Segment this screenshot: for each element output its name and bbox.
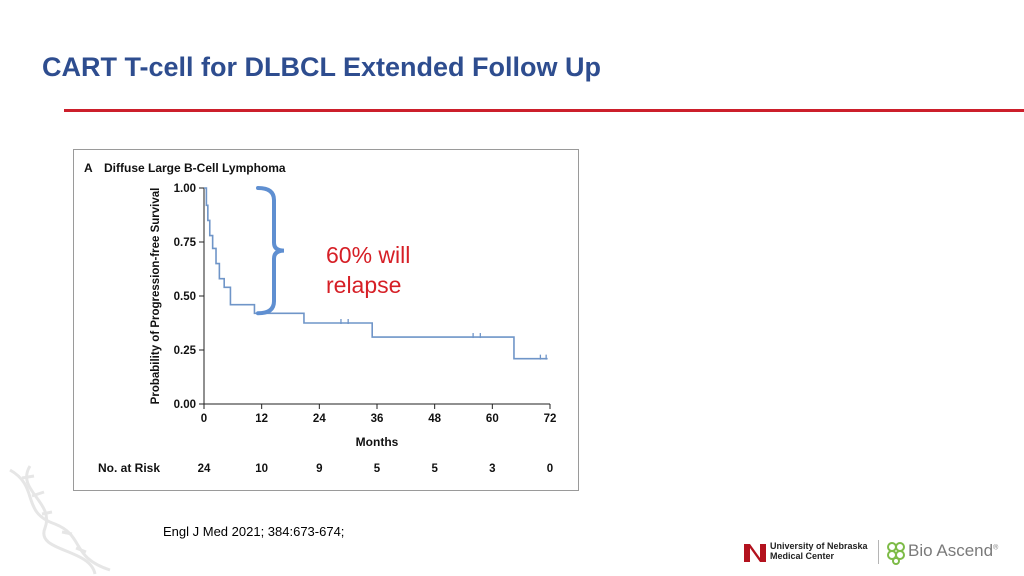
dna-decoration [9, 465, 111, 575]
at-risk-value: 0 [547, 463, 553, 475]
bio-ascend-label: Bio Ascend [908, 541, 994, 560]
at-risk-value: 10 [255, 463, 268, 475]
x-tick-label: 0 [201, 413, 207, 425]
annotation-line-2: relapse [326, 272, 402, 298]
at-risk-value: 9 [316, 463, 322, 475]
x-tick-label: 24 [313, 413, 326, 425]
at-risk-value: 3 [489, 463, 495, 475]
annotation-line-1: 60% will [326, 242, 411, 268]
x-tick-label: 48 [428, 413, 441, 425]
unmc-line-2: Medical Center [770, 551, 835, 561]
x-tick-label: 72 [544, 413, 557, 425]
unmc-line-1: University of Nebraska [770, 541, 868, 551]
logo-divider [878, 540, 879, 564]
unmc-logo-text: University of Nebraska Medical Center [770, 541, 868, 561]
registered-mark: ® [993, 544, 999, 552]
y-tick-label: 0.75 [174, 237, 197, 249]
y-tick-label: 1.00 [174, 183, 196, 195]
panel-label: A [84, 161, 93, 175]
y-tick-label: 0.50 [174, 291, 196, 303]
x-tick-label: 36 [371, 413, 384, 425]
x-tick-label: 12 [255, 413, 268, 425]
y-axis-label: Probability of Progression-free Survival [150, 188, 162, 405]
relapse-bracket [256, 186, 285, 316]
at-risk-value: 5 [431, 463, 438, 475]
km-curve [204, 187, 548, 360]
relapse-annotation: 60% will relapse [326, 240, 410, 300]
chart-title: Diffuse Large B-Cell Lymphoma [104, 161, 286, 175]
at-risk-value: 5 [374, 463, 381, 475]
x-axis-label: Months [356, 435, 399, 449]
at-risk-label: No. at Risk [98, 461, 160, 475]
unmc-n-icon [744, 544, 766, 562]
x-tick-label: 60 [486, 413, 499, 425]
chart-panel: A Diffuse Large B-Cell Lymphoma Probabil… [73, 149, 579, 491]
at-risk-value: 24 [198, 463, 211, 475]
km-chart: A Diffuse Large B-Cell Lymphoma Probabil… [84, 161, 557, 475]
slide-title: CART T-cell for DLBCL Extended Follow Up [42, 52, 602, 82]
chart-marks [204, 186, 548, 360]
y-tick-label: 0.25 [174, 345, 197, 357]
citation: Engl J Med 2021; 384:673-674; [163, 524, 345, 539]
y-tick-label: 0.00 [174, 399, 196, 411]
title-divider [64, 109, 1024, 112]
chart-axes: 0 12 24 36 48 60 72 0.00 0.25 0.50 0.75 1.00 24 10 9 5 5… [174, 183, 557, 475]
bio-ascend-mark-icon [887, 542, 905, 565]
bio-ascend-name: Bio Ascend® [908, 541, 998, 561]
